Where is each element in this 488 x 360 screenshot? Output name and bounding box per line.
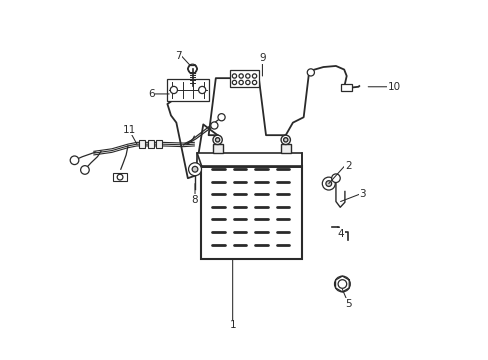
Text: 2: 2 xyxy=(344,161,351,171)
Bar xyxy=(230,69,258,87)
Text: 3: 3 xyxy=(359,189,365,199)
Circle shape xyxy=(212,135,222,144)
Circle shape xyxy=(252,80,256,85)
Circle shape xyxy=(232,74,236,78)
Circle shape xyxy=(232,80,236,85)
Text: 9: 9 xyxy=(259,53,265,63)
Bar xyxy=(113,173,127,181)
Text: 4: 4 xyxy=(337,229,344,239)
Circle shape xyxy=(215,138,219,142)
Bar xyxy=(201,166,301,259)
Bar xyxy=(139,140,145,148)
Circle shape xyxy=(281,135,290,144)
Circle shape xyxy=(188,163,201,176)
Bar xyxy=(148,140,154,148)
Text: 8: 8 xyxy=(191,195,198,205)
Circle shape xyxy=(334,276,349,292)
Circle shape xyxy=(70,156,79,165)
Circle shape xyxy=(239,80,243,85)
Text: 11: 11 xyxy=(122,125,135,135)
Circle shape xyxy=(306,69,314,76)
Text: 6: 6 xyxy=(148,89,155,99)
Circle shape xyxy=(187,64,197,73)
Circle shape xyxy=(170,86,177,94)
Circle shape xyxy=(210,122,218,129)
Circle shape xyxy=(117,174,122,180)
Circle shape xyxy=(322,177,335,190)
Text: 7: 7 xyxy=(175,51,182,61)
Bar xyxy=(340,84,351,91)
Text: 1: 1 xyxy=(229,320,236,330)
Text: 5: 5 xyxy=(345,299,351,309)
Circle shape xyxy=(218,114,224,121)
Circle shape xyxy=(81,166,89,174)
Circle shape xyxy=(245,74,249,78)
Text: 10: 10 xyxy=(387,82,400,92)
Circle shape xyxy=(283,138,287,142)
Bar xyxy=(156,140,162,148)
Bar xyxy=(280,144,290,153)
Bar xyxy=(167,79,208,101)
Circle shape xyxy=(245,80,249,85)
Circle shape xyxy=(198,86,205,94)
Circle shape xyxy=(192,166,198,172)
Circle shape xyxy=(252,74,256,78)
Circle shape xyxy=(239,74,243,78)
Circle shape xyxy=(331,174,340,183)
Circle shape xyxy=(325,181,331,186)
Bar xyxy=(197,153,301,166)
Bar xyxy=(212,144,222,153)
Circle shape xyxy=(337,280,346,288)
